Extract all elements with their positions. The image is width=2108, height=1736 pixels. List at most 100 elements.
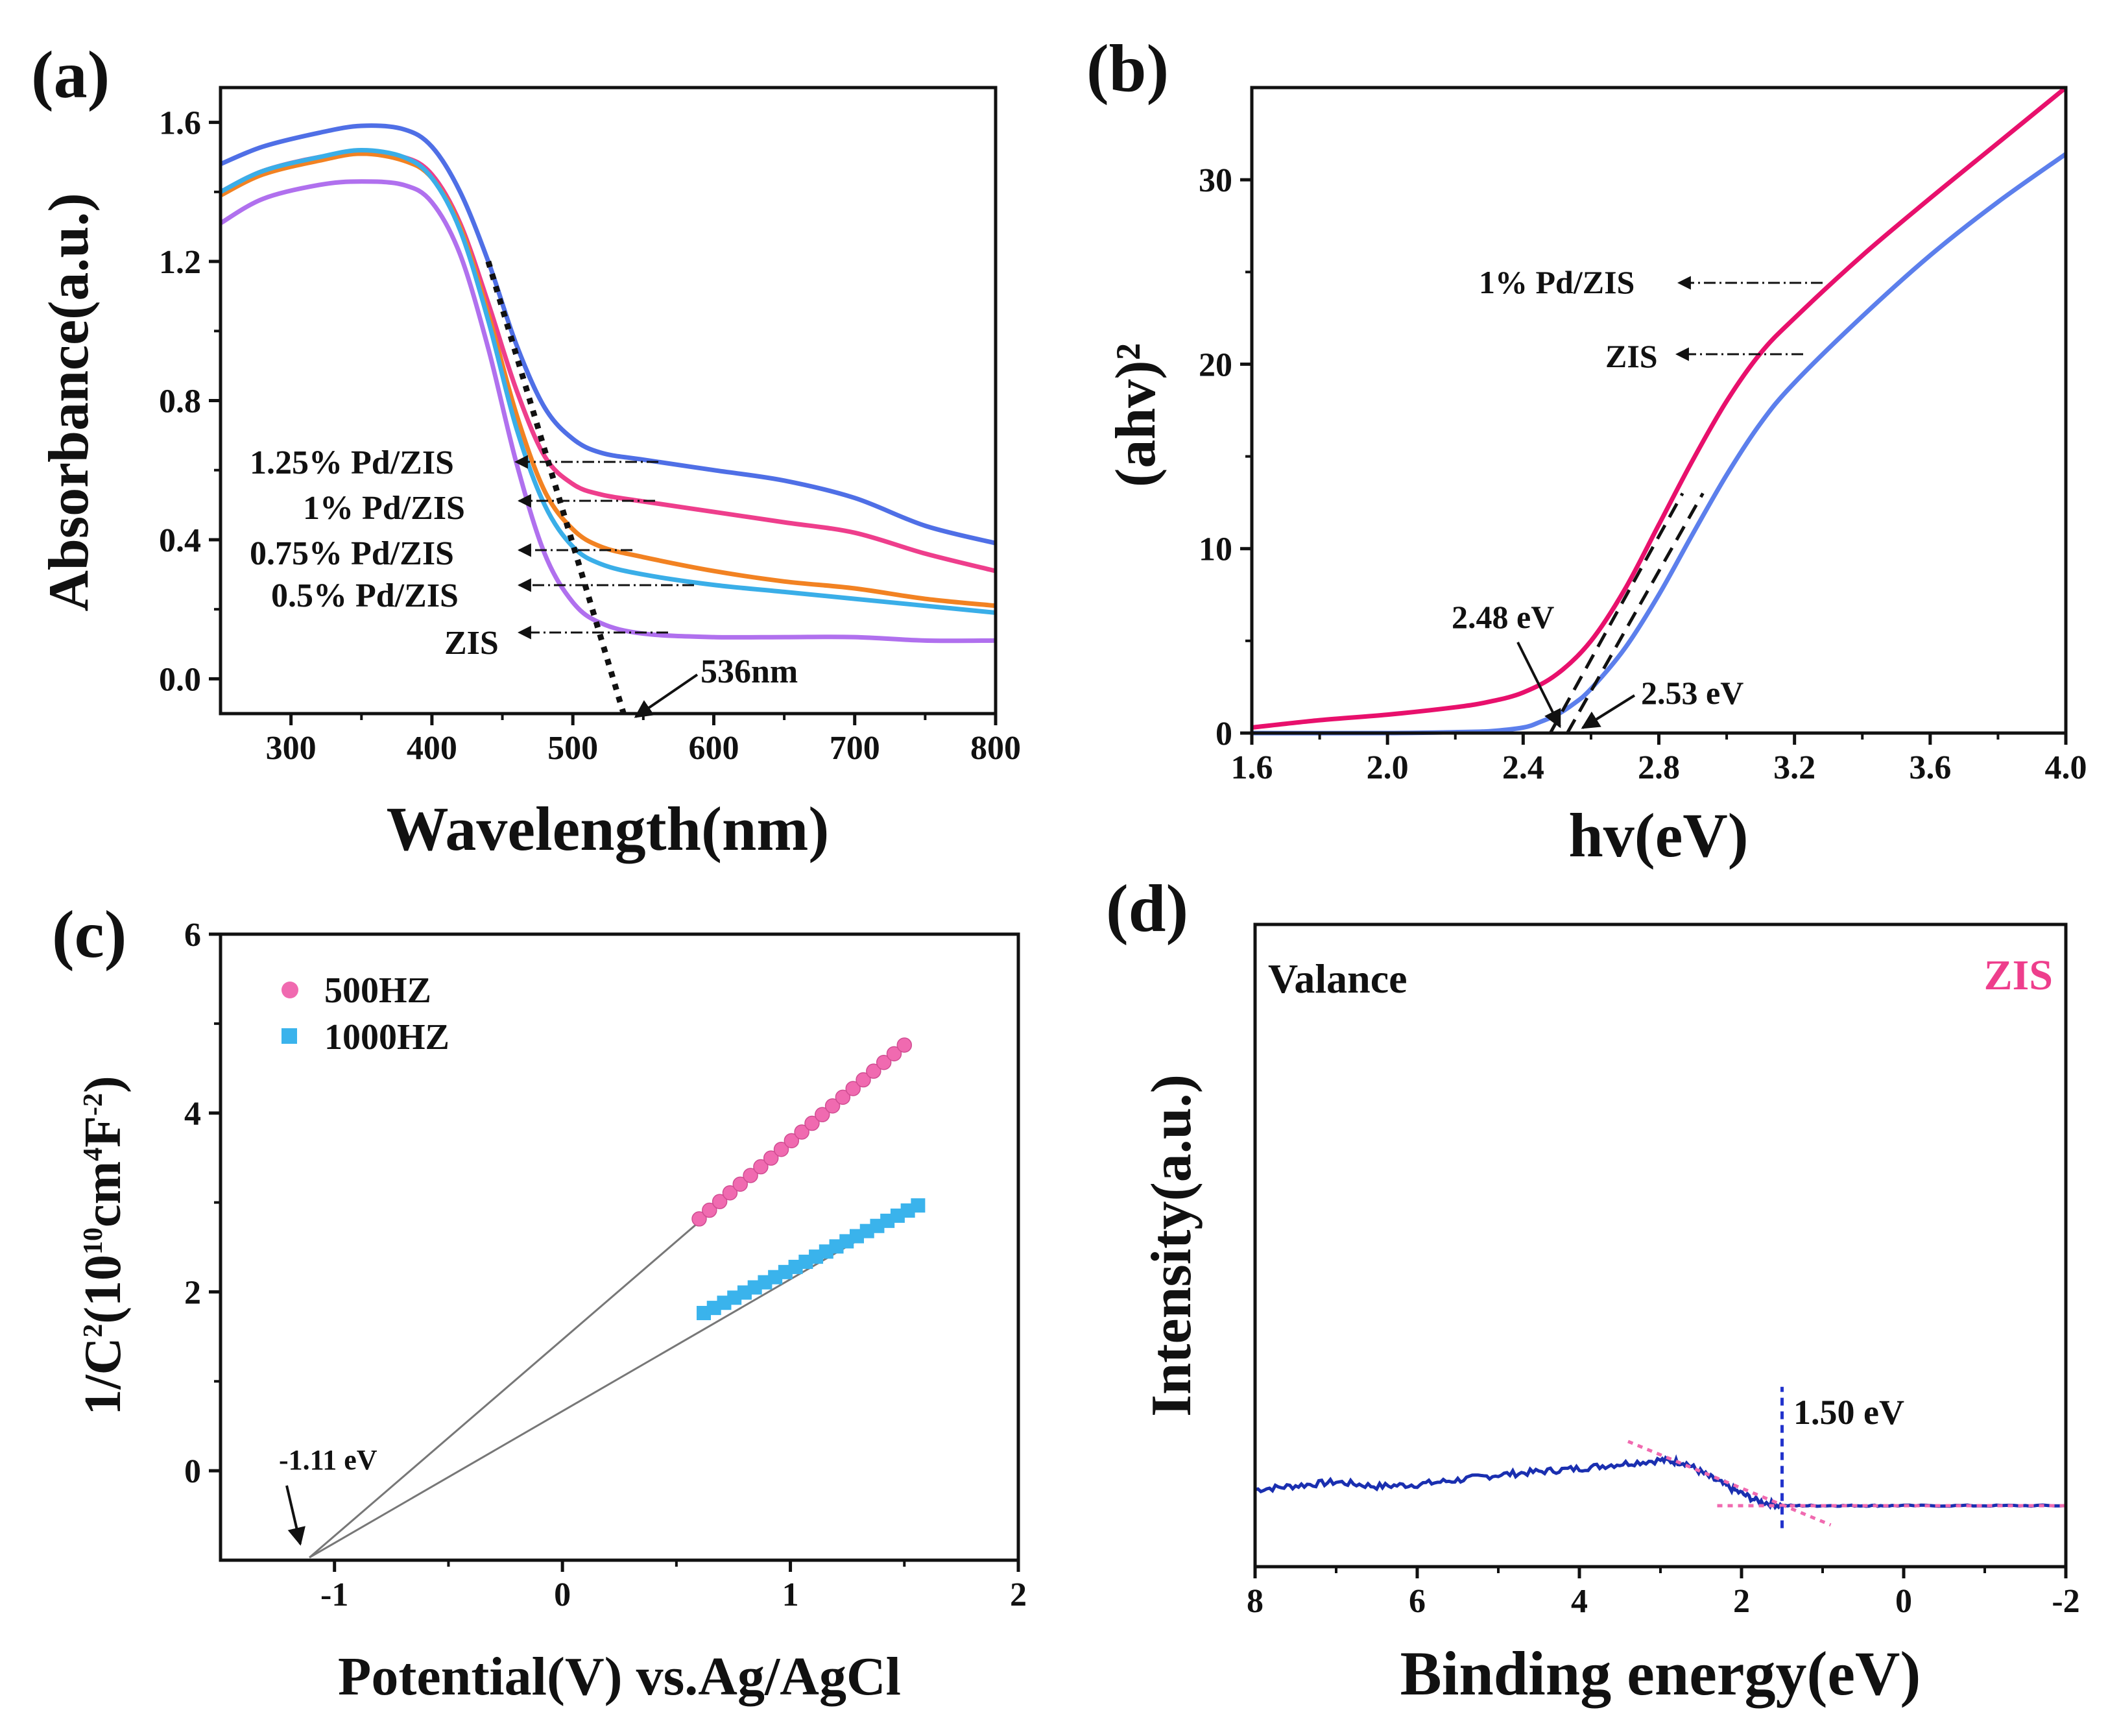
legend-c: 500HZ 1000HZ <box>281 970 449 1057</box>
xtick-label-a-0: 300 <box>266 730 317 767</box>
tangent-d-0 <box>1627 1440 1832 1526</box>
ylabel-c: 1/C2(1010cm4F-2) <box>75 1076 132 1415</box>
panel-b: (b) 1.6 2.0 2.4 2.8 3.2 3.6 4.0 0 10 20 30 1% Pd/Z… <box>1086 31 2087 870</box>
ytick-label-c-2: 4 <box>184 1096 201 1133</box>
title-valance: Valance <box>1268 956 1407 1002</box>
series-a-3 <box>219 147 996 615</box>
point-c-0-11 <box>804 1115 820 1131</box>
ytick-label-a-1: 0.4 <box>159 522 201 559</box>
xtick-label-a-4: 700 <box>830 730 880 767</box>
label-zis: ZIS <box>444 625 499 662</box>
axes-frame-c <box>219 932 1020 1562</box>
xtick-label-b-1: 2.0 <box>1367 749 1409 786</box>
point-c-0-13 <box>824 1098 841 1114</box>
ytick-label-c-1: 2 <box>184 1274 201 1311</box>
tangent-b-1 <box>1566 492 1705 734</box>
point-c-0-2 <box>712 1194 728 1209</box>
xtick-label-a-2: 500 <box>547 730 598 767</box>
point-c-0-16 <box>856 1072 871 1088</box>
xtick-label-c-3: 2 <box>1010 1576 1027 1613</box>
svg-text:1/C2(1010cm4F-2): 1/C2(1010cm4F-2) <box>75 1076 132 1415</box>
xlabel-d: Binding energy(eV) <box>1400 1639 1921 1708</box>
series-b-1 <box>1251 152 2068 736</box>
xlabel-b: hv(eV) <box>1568 801 1748 870</box>
point-c-0-18 <box>876 1054 892 1070</box>
xtick-label-b-2: 2.4 <box>1502 749 1544 786</box>
axes-frame-d <box>1253 922 2068 1569</box>
ytick-label-b-1: 10 <box>1199 531 1232 568</box>
annotation-536nm: 536nm <box>701 653 798 690</box>
xtick-label-d-4: 0 <box>1895 1583 1912 1620</box>
arrow-1.11ev <box>285 1485 305 1546</box>
panel-label-c: (c) <box>52 897 126 972</box>
xtick-label-c-1: 0 <box>554 1576 571 1613</box>
point-c-0-3 <box>722 1185 738 1201</box>
title-zis: ZIS <box>1984 952 2053 999</box>
arrow-2.48ev <box>1516 642 1561 729</box>
point-c-1-21 <box>911 1198 926 1213</box>
xtick-label-b-5: 3.6 <box>1909 749 1951 786</box>
point-c-0-8 <box>773 1141 789 1157</box>
series-labels-a: 1.25% Pd/ZIS 1% Pd/ZIS 0.75% Pd/ZIS 0.5%… <box>250 444 694 662</box>
point-c-0-17 <box>866 1063 881 1079</box>
annotation-2.48ev: 2.48 eV <box>1452 599 1554 635</box>
xtick-label-b-0: 1.6 <box>1231 749 1273 786</box>
panel-a: (a) 300 400 500 600 700 800 0.0 0.4 0.8 1.2 1.6 1.… <box>31 38 1021 863</box>
ytick-label-b-3: 30 <box>1199 162 1232 199</box>
xtick-label-d-2: 4 <box>1571 1583 1588 1620</box>
fit-line-c-1 <box>309 1204 919 1559</box>
xtick-label-d-1: 6 <box>1409 1583 1426 1620</box>
xtick-label-c-0: -1 <box>320 1576 348 1613</box>
point-c-0-12 <box>815 1107 830 1122</box>
point-c-0-7 <box>763 1150 779 1166</box>
panel-label-b: (b) <box>1086 31 1169 106</box>
panel-label-a: (a) <box>31 38 110 112</box>
ylabel-b: (ahv)² <box>1105 343 1168 487</box>
annotation-1.11ev: -1.11 eV <box>279 1444 377 1476</box>
point-c-0-9 <box>784 1133 800 1149</box>
point-c-0-15 <box>845 1081 861 1096</box>
point-c-0-4 <box>732 1176 749 1192</box>
ylabel-a: Absorbance(a.u.) <box>38 193 101 611</box>
xtick-label-a-5: 800 <box>970 730 1021 767</box>
xtick-label-a-3: 600 <box>688 730 739 767</box>
label-0.5pd: 0.5% Pd/ZIS <box>271 577 459 614</box>
xtick-label-b-6: 4.0 <box>2045 749 2087 786</box>
series-a-0 <box>219 123 996 546</box>
point-c-0-14 <box>835 1089 851 1105</box>
ytick-label-a-3: 1.2 <box>159 244 201 281</box>
xtick-label-d-0: 8 <box>1247 1583 1264 1620</box>
legend-marker-500hz <box>281 982 298 998</box>
panel-c: (c) -1 0 1 2 0 2 4 6 500HZ 1000HZ -1.11 eV Pote… <box>52 897 1027 1707</box>
series-a-4 <box>219 179 996 644</box>
series-a-2 <box>219 151 996 609</box>
label-b-zis: ZIS <box>1605 338 1658 374</box>
xtick-label-d-5: -2 <box>2052 1583 2079 1620</box>
label-b-1pd: 1% Pd/ZIS <box>1479 264 1635 300</box>
ytick-label-a-0: 0.0 <box>159 661 201 698</box>
xtick-label-b-3: 2.8 <box>1638 749 1680 786</box>
point-c-0-6 <box>753 1159 769 1175</box>
legend-label-500hz: 500HZ <box>324 970 431 1011</box>
annotation-2.53ev: 2.53 eV <box>1641 675 1743 711</box>
series-b-0 <box>1251 86 2068 730</box>
panel-d: (d) 8 6 4 2 0 -2 Valance ZIS 1.50 eV Binding … <box>1106 871 2080 1708</box>
point-c-0-0 <box>691 1211 707 1227</box>
ytick-label-b-2: 20 <box>1199 346 1232 383</box>
xtick-label-a-1: 400 <box>407 730 457 767</box>
label-0.75pd: 0.75% Pd/ZIS <box>250 535 454 572</box>
series-d-0 <box>1254 1454 2066 1510</box>
panel-label-d: (d) <box>1106 871 1188 946</box>
ylabel-d: Intensity(a.u.) <box>1140 1074 1203 1417</box>
xtick-label-d-3: 2 <box>1733 1583 1750 1620</box>
ytick-label-c-3: 6 <box>184 917 201 954</box>
xlabel-c: Potential(V) vs.Ag/AgCl <box>338 1646 901 1707</box>
ytick-label-a-2: 0.8 <box>159 383 201 420</box>
xtick-label-c-2: 1 <box>782 1576 799 1613</box>
annotation-1.50ev: 1.50 eV <box>1793 1393 1904 1432</box>
ytick-label-a-4: 1.6 <box>159 105 201 142</box>
tangent-a <box>485 260 627 715</box>
point-c-0-20 <box>896 1037 913 1053</box>
point-c-0-5 <box>743 1168 758 1183</box>
